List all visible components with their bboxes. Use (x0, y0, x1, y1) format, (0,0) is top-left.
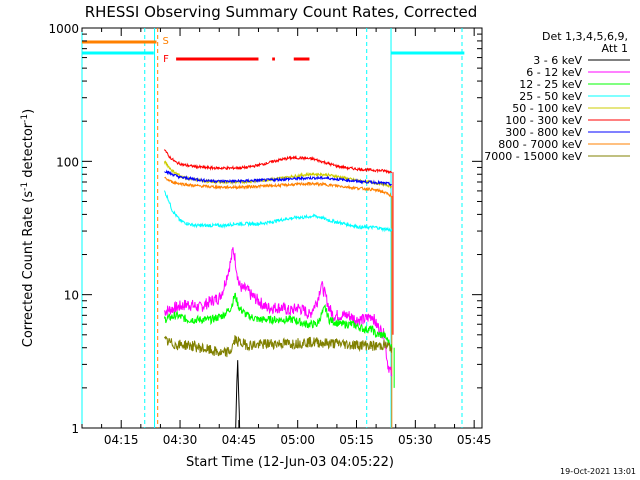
legend-title-line: Att 1 (602, 42, 628, 55)
series-line (163, 247, 393, 377)
x-tick-label: 04:45 (222, 433, 257, 447)
legend-entry-label: 3 - 6 keV (533, 54, 582, 67)
series-line (164, 169, 392, 187)
series-line (163, 292, 393, 351)
series-line (164, 176, 393, 198)
x-tick-label: 05:00 (280, 433, 315, 447)
x-tick-label: 05:15 (339, 433, 374, 447)
y-tick-label: 1000 (48, 22, 79, 36)
x-tick-label: 05:30 (398, 433, 433, 447)
series-line (163, 160, 393, 189)
generated-timestamp: 19-Oct-2021 13:01 (560, 467, 636, 476)
y-label-sup: -1 (20, 114, 30, 123)
legend-entry-label: 25 - 50 keV (519, 90, 582, 103)
y-label-part: Corrected Count Rate (s (21, 191, 36, 348)
legend-entry-label: 12 - 25 keV (519, 78, 582, 91)
chart-title: RHESSI Observing Summary Count Rates, Co… (85, 3, 478, 21)
legend-entry-label: 7000 - 15000 keV (484, 150, 582, 163)
y-axis-label: Corrected Count Rate (s-1 detector-1) (20, 109, 36, 347)
legend-entry-label: 50 - 100 keV (512, 102, 582, 115)
y-label-part: detector (21, 122, 36, 182)
x-tick-label: 04:15 (104, 433, 139, 447)
legend-entry-label: 300 - 800 keV (505, 126, 582, 139)
y-label-sup: -1 (20, 182, 30, 191)
series-line (163, 190, 393, 233)
y-tick-label: 100 (56, 155, 79, 169)
flare-flag-label: F (163, 54, 169, 65)
series-line (235, 360, 241, 429)
x-axis-label: Start Time (12-Jun-03 04:05:22) (186, 455, 394, 470)
y-tick-label: 10 (64, 289, 79, 303)
plot-frame (81, 27, 483, 429)
series-line (163, 335, 393, 358)
y-tick-label: 1 (71, 422, 79, 436)
x-tick-label: 05:45 (457, 433, 492, 447)
legend-entry-label: 6 - 12 keV (526, 66, 582, 79)
axis-ticks: 04:15 04:30 04:45 05:00 05:15 05:30 05:45 1 10 10… (48, 22, 491, 447)
series-line (163, 149, 393, 175)
y-label-part: ) (21, 109, 36, 114)
plot-marks: SF (81, 28, 465, 429)
legend-title-line: Det 1,3,4,5,6,9, (542, 30, 628, 43)
x-tick-label: 04:30 (163, 433, 198, 447)
saa-flag-label: S (163, 36, 169, 47)
legend-entry-label: 100 - 300 keV (505, 114, 582, 127)
legend-entry-label: 800 - 7000 keV (498, 138, 582, 151)
